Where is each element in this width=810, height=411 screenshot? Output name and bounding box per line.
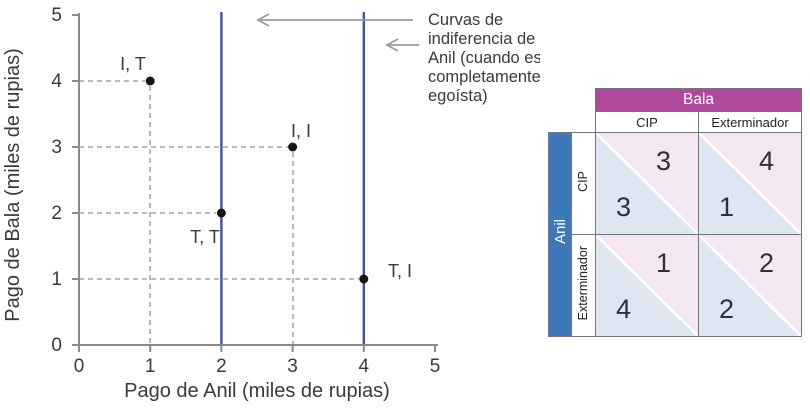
- y-tick-2: 2: [51, 203, 62, 224]
- x-axis-title: Pago de Anil (miles de rupias): [124, 380, 390, 402]
- anil-payoff-exterminador-exterminador: 2: [719, 294, 735, 324]
- matrix-row-player-header: Anil: [548, 132, 572, 337]
- y-tick-5: 5: [51, 5, 62, 26]
- point-t-i: [359, 274, 369, 284]
- annotation-arrows: [256, 13, 419, 52]
- anil-payoff-cip-cip: 3: [616, 192, 632, 222]
- point-label-t-i: T, I: [388, 261, 412, 281]
- y-tick-labels: 5 4 3 2 1 0: [51, 5, 62, 356]
- matrix-row-player-label: Anil: [551, 219, 569, 245]
- payoff-matrix: Bala CIP Exterminador Anil CIP 3 3 4 1: [548, 88, 802, 337]
- matrix-row-option-cip: CIP: [571, 132, 596, 235]
- axes: [72, 13, 438, 352]
- long-arrow-head: [256, 13, 270, 27]
- x-tick-labels: 0 1 2 3 4 5: [74, 356, 441, 377]
- x-tick-1: 1: [145, 356, 156, 377]
- payoff-cell-cip-cip: 3 3: [595, 132, 699, 235]
- data-points: [145, 76, 369, 284]
- y-tick-0: 0: [51, 335, 62, 356]
- matrix-corner: [549, 112, 596, 133]
- point-labels: I, T I, I T, T T, I: [120, 54, 412, 281]
- anil-payoff-exterminador-cip: 4: [616, 294, 632, 324]
- y-tick-4: 4: [51, 71, 62, 92]
- indifference-curve-lines: [220, 12, 365, 344]
- x-tick-0: 0: [74, 356, 85, 377]
- matrix-col-option-exterminador: Exterminador: [698, 111, 802, 133]
- matrix-corner: [549, 89, 596, 112]
- matrix-row-option-exterminador-label: Exterminador: [576, 245, 591, 321]
- y-tick-3: 3: [51, 137, 62, 158]
- matrix-row-option-exterminador: Exterminador: [571, 234, 596, 337]
- annotation-line-3: Anil (cuando es: [428, 49, 540, 67]
- matrix-col-option-cip: CIP: [595, 111, 699, 133]
- point-t-t: [216, 208, 226, 218]
- dashed-guide-lines: [79, 80, 359, 345]
- point-i-i: [288, 142, 298, 152]
- matrix-row-option-cip-label: CIP: [576, 170, 591, 192]
- bala-payoff-exterminador-exterminador: 2: [758, 248, 774, 278]
- indifference-curves-chart: 5 4 3 2 1 0 0 1 2 3 4 5 Pago de Anil (mi…: [2, 5, 542, 402]
- point-label-t-t: T, T: [190, 227, 220, 247]
- matrix-col-player-header: Bala: [595, 88, 802, 112]
- bala-payoff-cip-cip: 3: [655, 146, 671, 176]
- y-tick-1: 1: [51, 269, 62, 290]
- annotation-line-1: Curvas de: [428, 11, 503, 29]
- y-axis-title: Pago de Bala (miles de rupias): [2, 48, 24, 321]
- payoff-cell-cip-exterminador: 4 1: [698, 132, 802, 235]
- annotation-text: Curvas de indiferencia de Anil (cuando e…: [428, 11, 542, 105]
- bala-payoff-exterminador-cip: 1: [655, 248, 671, 278]
- annotation-line-2: indiferencia de: [428, 30, 535, 48]
- x-tick-4: 4: [359, 356, 370, 377]
- x-tick-2: 2: [216, 356, 227, 377]
- bala-payoff-cip-exterminador: 4: [758, 146, 774, 176]
- annotation-line-4: completamente: [428, 68, 540, 86]
- point-label-i-i: I, I: [291, 121, 311, 141]
- short-arrow-head: [385, 38, 399, 52]
- x-tick-3: 3: [287, 356, 298, 377]
- payoff-cell-exterminador-exterminador: 2 2: [698, 234, 802, 337]
- x-tick-5: 5: [430, 356, 441, 377]
- annotation-line-5: egoísta): [428, 87, 488, 105]
- point-label-i-t: I, T: [120, 54, 146, 74]
- point-i-t: [145, 76, 155, 86]
- anil-payoff-cip-exterminador: 1: [719, 192, 735, 222]
- payoff-cell-exterminador-cip: 1 4: [595, 234, 699, 337]
